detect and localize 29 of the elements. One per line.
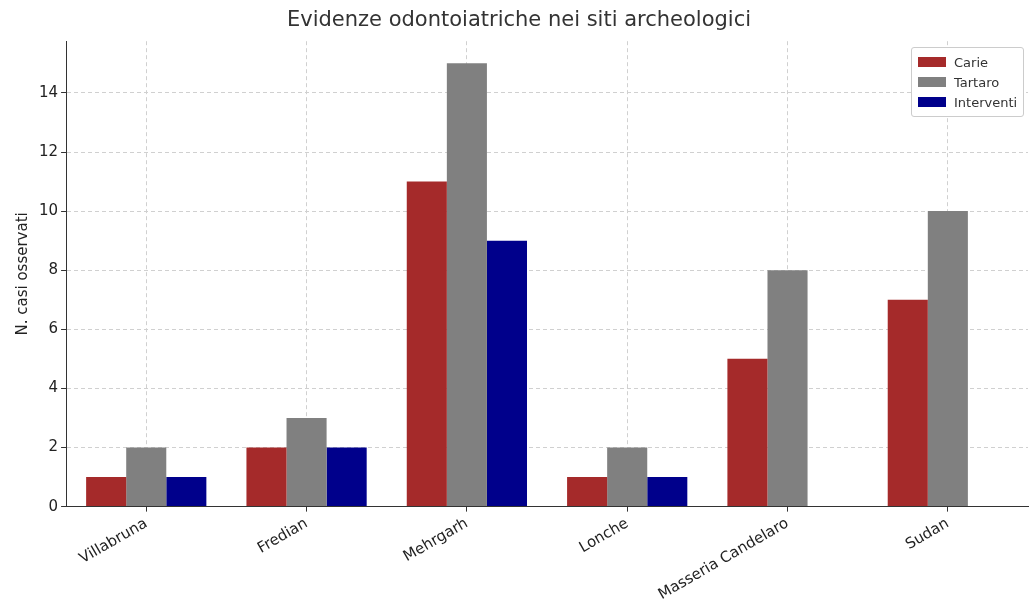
bar (286, 417, 327, 507)
bar (166, 477, 207, 507)
bar (727, 358, 768, 507)
legend-label: Carie (954, 54, 988, 70)
y-tick-label: 6 (48, 319, 59, 338)
y-tick-label: 10 (38, 201, 59, 220)
y-tick-label: 2 (48, 437, 59, 456)
y-axis-title: N. casi osservati (12, 212, 31, 336)
bar (326, 447, 367, 507)
bar (246, 447, 287, 507)
y-tick-label: 0 (48, 496, 59, 515)
bar (486, 240, 527, 507)
bar (607, 447, 648, 507)
y-tick-label: 8 (48, 260, 59, 279)
legend-label: Interventi (954, 94, 1018, 110)
bar (567, 477, 608, 507)
bar (126, 447, 167, 507)
bar (647, 477, 688, 507)
bar (86, 477, 127, 507)
bar (446, 63, 487, 507)
chart-title: Evidenze odontoiatriche nei siti archeologici (286, 7, 752, 32)
y-tick-label: 14 (38, 82, 59, 101)
bar (887, 299, 928, 507)
bar (927, 211, 968, 507)
y-tick-label: 12 (38, 141, 59, 160)
legend-label: Tartaro (954, 74, 1000, 90)
y-tick-label: 4 (48, 378, 59, 397)
bar (767, 270, 808, 507)
bar (406, 181, 447, 507)
